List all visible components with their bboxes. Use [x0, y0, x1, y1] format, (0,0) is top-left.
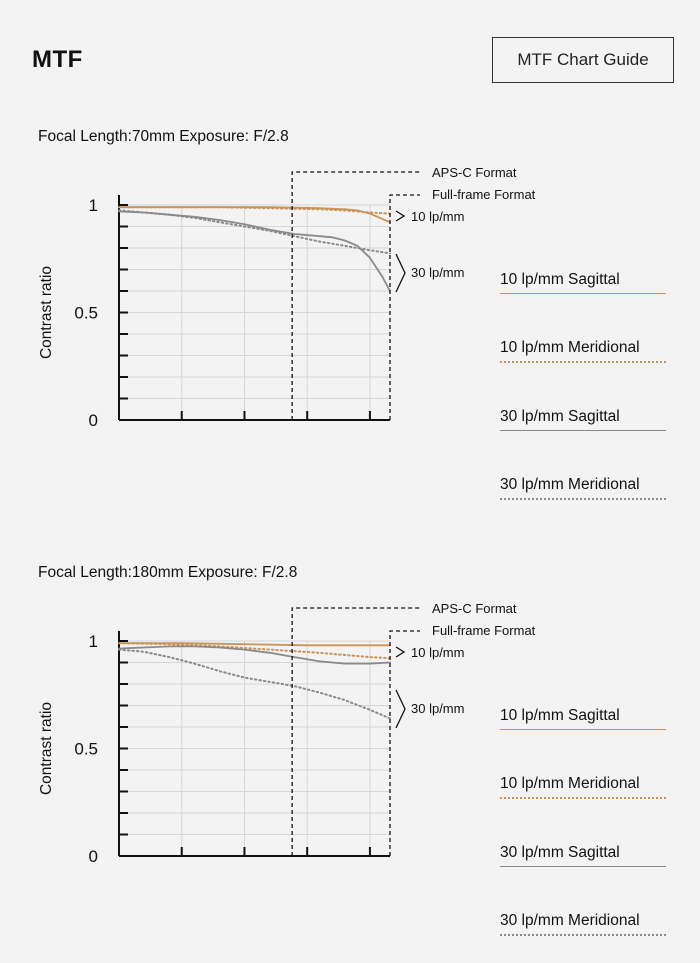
bracket-10lpmm [395, 210, 406, 222]
legend-item: 30 lp/mm Meridional [500, 912, 666, 936]
y-tick-label: 1 [89, 196, 98, 215]
series-line [118, 642, 391, 660]
legend-swatch [500, 293, 666, 294]
legend-item: 30 lp/mm Sagittal [500, 408, 666, 431]
mtf-chart: Focal Length:70mm Exposure: F/2.80510152… [38, 128, 536, 430]
legend-item: 10 lp/mm Meridional [500, 775, 666, 799]
chart-header: Focal Length:180mm Exposure: F/2.8 [38, 564, 297, 581]
legend-label: 30 lp/mm Sagittal [500, 408, 620, 425]
legend-item: 30 lp/mm Meridional [500, 476, 666, 500]
legend-item: 10 lp/mm Sagittal [500, 707, 666, 730]
legend-swatch [500, 498, 666, 500]
group-label-10lpmm: 10 lp/mm [411, 209, 464, 224]
series-line [118, 209, 391, 255]
full-frame-format-marker [389, 630, 420, 856]
mtf-chart: Focal Length:180mm Exposure: F/2.8051015… [38, 564, 536, 866]
full-frame-format-marker [389, 194, 420, 420]
legend-item: 10 lp/mm Sagittal [500, 271, 666, 294]
legend-swatch [500, 934, 666, 936]
legend-label: 10 lp/mm Meridional [500, 339, 640, 356]
legend-label: 10 lp/mm Meridional [500, 775, 640, 792]
mtf-chart-block: Focal Length:70mm Exposure: F/2.80510152… [0, 0, 700, 500]
full-frame-format-label: Full-frame Format [432, 187, 536, 202]
bracket-30lpmm [395, 253, 406, 293]
legend-label: 10 lp/mm Sagittal [500, 271, 620, 288]
legend-label: 10 lp/mm Sagittal [500, 707, 620, 724]
aps-c-format-label: APS-C Format [432, 601, 517, 616]
y-tick-label: 0 [89, 847, 98, 866]
legend-label: 30 lp/mm Sagittal [500, 844, 620, 861]
legend-label: 30 lp/mm Meridional [500, 912, 640, 929]
bracket-30lpmm [395, 689, 406, 729]
mtf-chart-block: Focal Length:180mm Exposure: F/2.8051015… [0, 436, 700, 936]
y-axis-label: Contrast ratio [38, 266, 55, 359]
y-tick-label: 1 [89, 632, 98, 651]
legend-item: 10 lp/mm Meridional [500, 339, 666, 363]
legend-swatch [500, 361, 666, 363]
legend-swatch [500, 430, 666, 431]
legend-swatch [500, 797, 666, 799]
aps-c-format-label: APS-C Format [432, 165, 517, 180]
full-frame-format-label: Full-frame Format [432, 623, 536, 638]
legend-swatch [500, 866, 666, 867]
legend-item: 30 lp/mm Sagittal [500, 844, 666, 867]
y-tick-label: 0 [89, 411, 98, 430]
series-line [118, 642, 391, 647]
group-label-30lpmm: 30 lp/mm [411, 265, 464, 280]
group-label-30lpmm: 30 lp/mm [411, 701, 464, 716]
series-line [118, 648, 391, 720]
group-label-10lpmm: 10 lp/mm [411, 645, 464, 660]
series-line [118, 210, 391, 292]
legend-swatch [500, 729, 666, 730]
y-axis-label: Contrast ratio [38, 702, 55, 795]
chart-header: Focal Length:70mm Exposure: F/2.8 [38, 128, 289, 145]
series-line [118, 206, 391, 215]
legend-label: 30 lp/mm Meridional [500, 476, 640, 493]
y-tick-label: 0.5 [74, 740, 98, 759]
mtf-chart-guide-button[interactable]: MTF Chart Guide [492, 37, 674, 83]
aps-c-format-marker [291, 171, 420, 420]
bracket-10lpmm [395, 646, 406, 658]
aps-c-format-marker [291, 607, 420, 856]
page-title: MTF [32, 46, 83, 73]
series-line [118, 645, 391, 665]
y-tick-label: 0.5 [74, 304, 98, 323]
